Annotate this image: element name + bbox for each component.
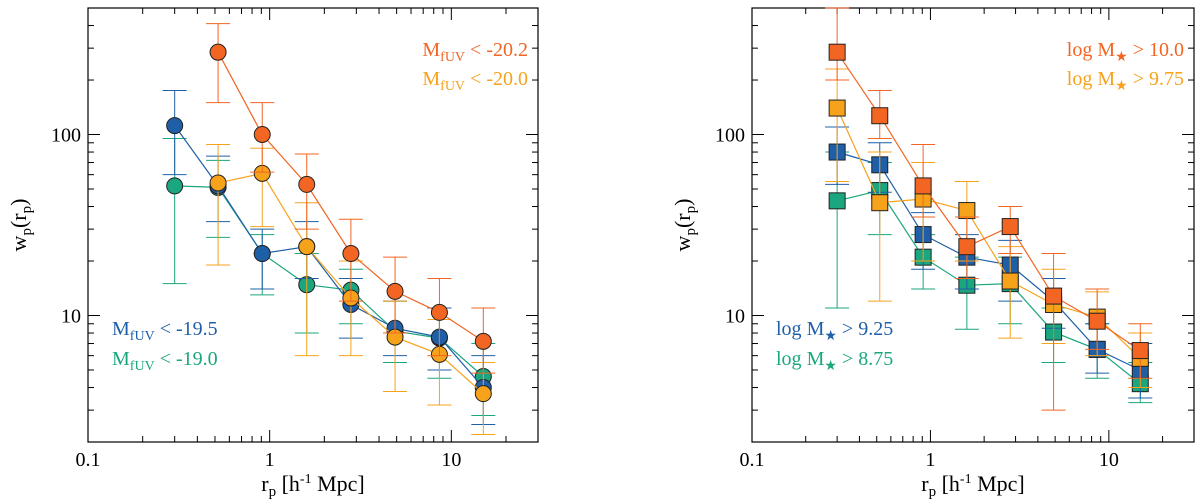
series-2 [206,144,496,436]
plot-frame [751,7,1195,443]
data-point [914,177,932,195]
data-point [1001,218,1019,236]
series-3 [825,7,1153,411]
x-tick-label: 0.1 [76,449,101,471]
series-3 [206,23,496,374]
x-axis-label: rp [h-1 Mpc] [261,471,364,500]
data-point [1001,272,1019,290]
y-tick-label: 100 [51,125,81,147]
left-panel: 0.1 1 10 10 100 rp [h-1 Mpc] wp(rp) MfUV < -20.… [6,7,539,500]
x-tick-label: 10 [441,449,461,471]
data-point [828,43,846,61]
data-point [1131,342,1149,360]
x-tick-label: 10 [1099,449,1119,471]
x-axis-label: rp [h-1 Mpc] [921,471,1024,500]
y-axis-label: wp(rp) [6,199,35,252]
legend-entry: log M★ > 9.75 [1067,68,1184,94]
plot-frame [87,7,539,443]
y-tick-label: 100 [715,125,745,147]
x-tick-label: 1 [925,449,935,471]
y-tick-label: 10 [61,305,81,327]
data-point [430,303,448,321]
data-point [1088,312,1106,330]
data-point [871,194,889,212]
data-point [1045,287,1063,305]
y-axis-label: wp(rp) [670,199,699,252]
legend-entry: log M★ > 9.25 [776,318,893,344]
legend-entry: log M★ > 8.75 [776,348,893,374]
legend-entry: MfUV < -19.0 [112,348,218,374]
x-tick-label: 0.1 [740,449,765,471]
data-point [828,99,846,117]
right-panel: 0.1 1 10 10 100 rp [h-1 Mpc] wp(rp) log M★ > 10… [670,7,1195,500]
data-point [474,385,492,403]
legend-entry: log M★ > 10.0 [1067,39,1184,65]
data-point [871,107,889,125]
data-point [298,175,316,193]
x-tick-label: 1 [265,449,275,471]
data-point [253,126,271,144]
data-point [386,282,404,300]
data-point [958,238,976,256]
data-point [209,43,227,61]
data-point [166,117,184,135]
data-point [828,192,846,210]
data-point [209,174,227,192]
series-1 [162,90,496,425]
data-point [474,332,492,350]
data-point [342,245,360,263]
y-tick-label: 10 [725,305,745,327]
data-point [166,177,184,195]
data-point [298,238,316,256]
data-point [253,245,271,263]
legend-entry: MfUV < -20.2 [422,39,528,65]
data-point [958,202,976,220]
legend-entry: MfUV < -20.0 [422,68,528,94]
legend-entry: MfUV < -19.5 [112,318,218,344]
